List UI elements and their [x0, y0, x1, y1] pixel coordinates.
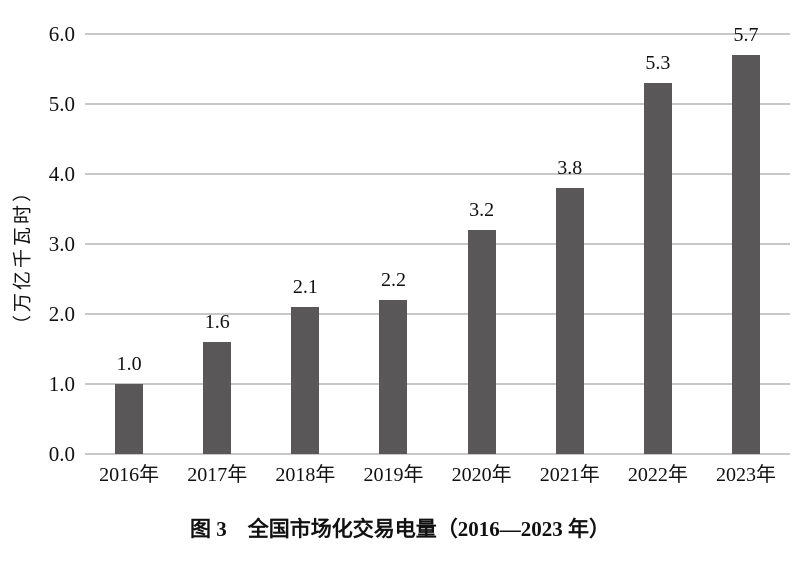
bar	[731, 55, 760, 454]
bar-slot: 5.7	[702, 24, 790, 454]
x-axis-label: 2019年	[363, 464, 424, 486]
bar-slot: 2.1	[261, 276, 349, 454]
bar	[643, 83, 672, 454]
y-tick-label: 1.0	[48, 372, 75, 396]
gridline	[85, 453, 790, 455]
bar-value-label: 2.1	[292, 276, 318, 298]
plot-area: 0.0 1.0 2.0 3.0 4.0 5.0 6.0 1.0 1.6 2.1 2.2 3.2 3.8…	[49, 22, 790, 466]
y-tick-label: 3.0	[48, 232, 75, 256]
bar	[555, 188, 584, 454]
bar-value-label: 1.6	[204, 311, 230, 333]
bar	[203, 342, 232, 454]
bar	[115, 384, 144, 454]
y-tick-label: 0.0	[48, 442, 75, 466]
bar-value-label: 3.8	[557, 157, 583, 179]
y-tick-label: 5.0	[48, 92, 75, 116]
bar-value-label: 5.7	[733, 24, 759, 46]
y-tick-label: 4.0	[48, 162, 75, 186]
bar-value-label: 2.2	[380, 269, 406, 291]
bar-slot: 1.6	[173, 311, 261, 454]
bars-container: 1.0 1.6 2.1 2.2 3.2 3.8 5.3 5.7	[85, 24, 790, 454]
y-tick-label: 6.0	[48, 22, 75, 46]
bar-slot: 3.2	[438, 199, 526, 454]
x-axis-label: 2016年	[99, 464, 160, 486]
gridline	[85, 383, 790, 385]
gridline	[85, 173, 790, 175]
x-axis-label: 2021年	[539, 464, 600, 486]
figure-caption: 图 3 全国市场化交易电量（2016—2023 年）	[190, 517, 610, 541]
y-tick-label: 2.0	[48, 302, 75, 326]
bar	[291, 307, 320, 454]
gridline	[85, 103, 790, 105]
x-axis-labels: 2016年 2017年 2018年 2019年 2020年 2021年 2022年 2023年	[85, 462, 790, 488]
bar	[379, 300, 408, 454]
bar-slot: 3.8	[526, 157, 614, 454]
bar-value-label: 1.0	[116, 353, 142, 375]
bar-value-label: 3.2	[469, 199, 495, 221]
x-axis-label: 2018年	[275, 464, 336, 486]
bar-value-label: 5.3	[645, 52, 671, 74]
x-axis-label: 2020年	[451, 464, 512, 486]
x-axis-label: 2022年	[627, 464, 688, 486]
bar-slot: 2.2	[349, 269, 437, 454]
bar-slot: 1.0	[85, 353, 173, 454]
gridline	[85, 243, 790, 245]
x-axis-label: 2023年	[715, 464, 776, 486]
bar-slot: 5.3	[614, 52, 702, 454]
bar	[467, 230, 496, 454]
x-axis-label: 2017年	[187, 464, 248, 486]
gridline	[85, 313, 790, 315]
gridline	[85, 33, 790, 35]
